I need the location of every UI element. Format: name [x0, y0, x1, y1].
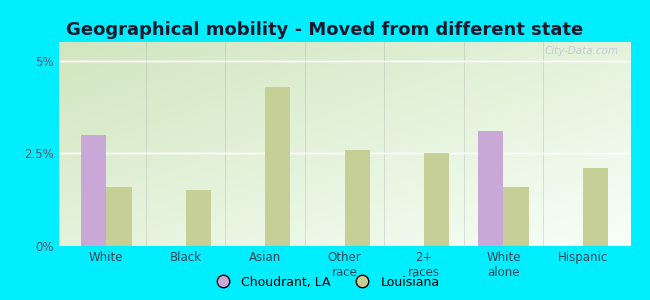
Bar — [583, 168, 608, 246]
Bar — [344, 150, 370, 246]
Bar — [478, 131, 503, 246]
Bar — [186, 190, 211, 246]
Text: Geographical mobility - Moved from different state: Geographical mobility - Moved from diffe… — [66, 21, 584, 39]
Bar — [265, 86, 291, 246]
Legend: Choudrant, LA, Louisiana: Choudrant, LA, Louisiana — [205, 271, 445, 294]
Bar — [81, 135, 106, 246]
Text: City-Data.com: City-Data.com — [545, 46, 619, 56]
Bar — [503, 187, 529, 246]
Bar — [106, 187, 131, 246]
Bar — [424, 153, 449, 246]
